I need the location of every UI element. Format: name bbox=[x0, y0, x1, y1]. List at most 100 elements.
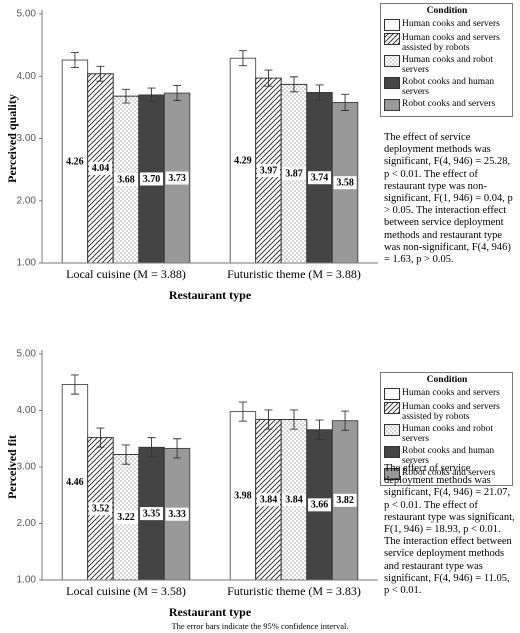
legend-swatch bbox=[384, 468, 400, 480]
value-label: 3.66 bbox=[311, 500, 329, 511]
legend-entry: Human cooks and robot servers bbox=[384, 424, 510, 444]
error-bar bbox=[173, 85, 182, 101]
legend-entry: Robot cooks and servers bbox=[384, 99, 510, 111]
legend-label: Robot cooks and servers bbox=[402, 99, 496, 109]
swatch bbox=[384, 446, 400, 458]
y-tick-label: 3.00 bbox=[17, 133, 37, 144]
y-tick-label: 2.00 bbox=[17, 195, 37, 206]
error-bar bbox=[341, 93, 350, 111]
value-label-box bbox=[63, 155, 87, 169]
value-label: 4.26 bbox=[66, 156, 84, 167]
value-label: 3.97 bbox=[260, 165, 278, 176]
y-tick-label: 4.00 bbox=[17, 405, 37, 416]
legend-entry: Human cooks and robot servers bbox=[384, 55, 510, 75]
value-label-box bbox=[308, 498, 332, 512]
legend-label: Human cooks and robot servers bbox=[402, 55, 494, 75]
y-tick-label: 5.00 bbox=[17, 349, 37, 360]
value-label: 3.82 bbox=[336, 495, 354, 506]
error-bar bbox=[290, 409, 298, 430]
value-label-box bbox=[308, 171, 332, 185]
error-bar bbox=[341, 410, 350, 431]
x-tick-label: Futuristic theme (M = 3.83) bbox=[227, 584, 361, 598]
y-axis-title: Perceived fit bbox=[5, 435, 19, 499]
value-label: 3.73 bbox=[168, 173, 186, 184]
value-label-box bbox=[165, 171, 189, 185]
legend-entry: Human cooks and servers bbox=[384, 19, 510, 31]
error-bar bbox=[315, 84, 324, 101]
legend-label: Human cooks and servers assisted by robo… bbox=[402, 33, 500, 53]
y-tick-label: 4.00 bbox=[17, 71, 37, 82]
swatch bbox=[384, 388, 400, 400]
error-bar bbox=[264, 69, 273, 87]
legend-label: Human cooks and servers bbox=[402, 19, 500, 29]
error-bar bbox=[238, 50, 247, 67]
value-label-box bbox=[256, 164, 280, 178]
value-label-box bbox=[88, 502, 112, 516]
swatch-pattern bbox=[384, 402, 400, 414]
value-label-box bbox=[231, 154, 255, 168]
x-tick-label: Local cuisine (M = 3.58) bbox=[66, 584, 186, 598]
value-label: 3.84 bbox=[260, 495, 278, 506]
value-label-box bbox=[140, 172, 164, 186]
legend-swatch bbox=[384, 19, 400, 31]
swatch-pattern bbox=[384, 33, 400, 45]
value-label: 3.70 bbox=[143, 174, 161, 185]
axis-line bbox=[41, 10, 378, 264]
error-bar bbox=[147, 437, 156, 458]
legend-label: Human cooks and servers assisted by robo… bbox=[402, 402, 500, 422]
legend-swatch bbox=[384, 424, 400, 436]
error-bar bbox=[290, 76, 298, 93]
value-label-box bbox=[63, 475, 87, 489]
swatch bbox=[384, 77, 400, 89]
legend-swatch bbox=[384, 446, 400, 458]
value-label-box bbox=[114, 173, 138, 187]
swatch bbox=[384, 468, 400, 480]
error-bar bbox=[173, 438, 182, 459]
value-label: 4.29 bbox=[234, 155, 252, 166]
error-bar bbox=[70, 52, 79, 68]
legend: Condition Human cooks and servers Human co… bbox=[380, 372, 513, 486]
y-tick-label: 5.00 bbox=[17, 9, 37, 20]
legend-swatch bbox=[384, 388, 400, 400]
y-tick-label: 1.00 bbox=[17, 258, 37, 269]
error-bar bbox=[315, 419, 324, 440]
value-label: 3.33 bbox=[168, 509, 186, 520]
legend-entry: Human cooks and servers assisted by robo… bbox=[384, 33, 510, 53]
error-bar bbox=[122, 88, 130, 104]
error-bar bbox=[96, 65, 105, 82]
value-label-box bbox=[282, 167, 306, 181]
legend-title: Condition bbox=[426, 6, 468, 16]
x-tick-label: Local cuisine (M = 3.88) bbox=[66, 267, 186, 281]
error-bar bbox=[122, 444, 130, 465]
legend-swatch bbox=[384, 99, 400, 111]
annotation: The effect of service deployment methods… bbox=[384, 463, 515, 597]
swatch-pattern bbox=[384, 424, 400, 436]
legend-swatch bbox=[384, 55, 400, 67]
x-axis-title: Restaurant type bbox=[169, 288, 252, 302]
error-bar bbox=[96, 427, 105, 448]
value-label-box bbox=[333, 176, 357, 190]
y-tick-label: 3.00 bbox=[17, 462, 37, 473]
error-bar bbox=[147, 87, 156, 103]
legend-entry: Human cooks and servers assisted by robo… bbox=[384, 402, 510, 422]
error-bar bbox=[264, 409, 273, 430]
legend-entry: Robot cooks and human servers bbox=[384, 446, 510, 466]
value-label: 4.46 bbox=[66, 477, 84, 488]
legend-label: Robot cooks and human servers bbox=[402, 446, 495, 466]
legend-entry: Robot cooks and human servers bbox=[384, 77, 510, 97]
value-label: 4.04 bbox=[92, 163, 110, 174]
value-label-box bbox=[256, 493, 280, 507]
legend-title: Condition bbox=[426, 375, 468, 385]
annotation: The effect of service deployment methods… bbox=[384, 132, 513, 266]
value-label: 3.84 bbox=[285, 495, 303, 506]
value-label: 3.22 bbox=[117, 512, 135, 523]
error-bar bbox=[238, 401, 247, 422]
value-label: 3.68 bbox=[117, 174, 135, 185]
y-tick-label: 1.00 bbox=[17, 575, 37, 586]
legend-entry: Human cooks and servers bbox=[384, 388, 510, 400]
value-label-box bbox=[165, 507, 189, 521]
x-axis-title: Restaurant type bbox=[169, 605, 252, 619]
value-label-box bbox=[333, 493, 357, 507]
